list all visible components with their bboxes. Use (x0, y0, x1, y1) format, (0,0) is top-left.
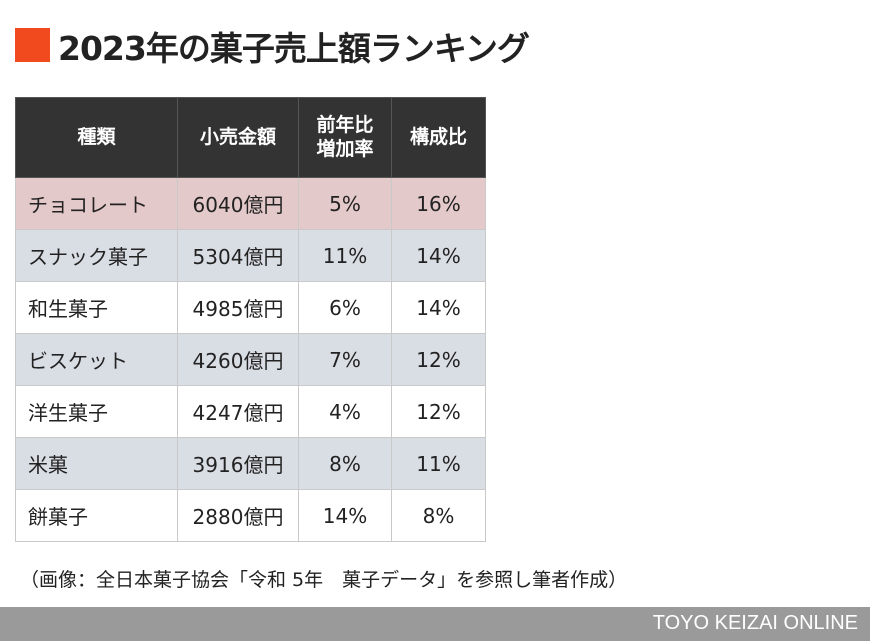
table-cell: 12% (391, 385, 486, 438)
title: 2023年の菓子売上額ランキング (58, 29, 530, 68)
table-cell: 洋生菓子 (15, 385, 178, 438)
table-cell: 4260億円 (177, 333, 299, 386)
table-cell: 6040億円 (177, 177, 299, 230)
footer-bar: TOYO KEIZAI ONLINE (0, 607, 870, 641)
ranking-table: 種類 小売金額 前年比 増加率 構成比 チョコレート 6040億円 5% 16% スナック菓子… (15, 97, 486, 542)
header-row: 種類 小売金額 前年比 増加率 構成比 (15, 97, 486, 178)
table-cell: 餅菓子 (15, 489, 178, 542)
table-row: チョコレート 6040億円 5% 16% (15, 177, 486, 230)
brand: TOYO KEIZAI ONLINE (652, 612, 858, 634)
table-cell: チョコレート (15, 177, 178, 230)
table-cell: 12% (391, 333, 486, 386)
title-marker (15, 28, 50, 62)
table-cell: 2880億円 (177, 489, 299, 542)
table-body: チョコレート 6040億円 5% 16% スナック菓子 5304億円 11% 14% 和生菓子 4… (15, 177, 486, 542)
table-row: ビスケット 4260億円 7% 12% (15, 333, 486, 386)
table-cell: ビスケット (15, 333, 178, 386)
table-cell: 14% (298, 489, 392, 542)
table-row: スナック菓子 5304億円 11% 14% (15, 229, 486, 282)
column-header: 種類 (15, 97, 178, 178)
table-cell: 11% (298, 229, 392, 282)
table-cell: 7% (298, 333, 392, 386)
table-cell: 6% (298, 281, 392, 334)
table-cell: 3916億円 (177, 437, 299, 490)
table-cell: 4985億円 (177, 281, 299, 334)
column-header: 小売金額 (177, 97, 299, 178)
table-cell: 14% (391, 281, 486, 334)
table-row: 洋生菓子 4247億円 4% 12% (15, 385, 486, 438)
table-row: 米菓 3916億円 8% 11% (15, 437, 486, 490)
table-cell: 4% (298, 385, 392, 438)
table-cell: 5304億円 (177, 229, 299, 282)
column-header: 構成比 (391, 97, 486, 178)
footnote: （画像：全日本菓子協会「令和 5年 菓子データ」を参照し筆者作成） (20, 569, 628, 591)
table-cell: 米菓 (15, 437, 178, 490)
table-cell: 16% (391, 177, 486, 230)
table-cell: 8% (391, 489, 486, 542)
column-header: 前年比 増加率 (298, 97, 392, 178)
table-cell: 和生菓子 (15, 281, 178, 334)
table-cell: 4247億円 (177, 385, 299, 438)
table-cell: 11% (391, 437, 486, 490)
table-cell: スナック菓子 (15, 229, 178, 282)
table-cell: 8% (298, 437, 392, 490)
table-row: 和生菓子 4985億円 6% 14% (15, 281, 486, 334)
table-cell: 5% (298, 177, 392, 230)
table-cell: 14% (391, 229, 486, 282)
table-row: 餅菓子 2880億円 14% 8% (15, 489, 486, 542)
